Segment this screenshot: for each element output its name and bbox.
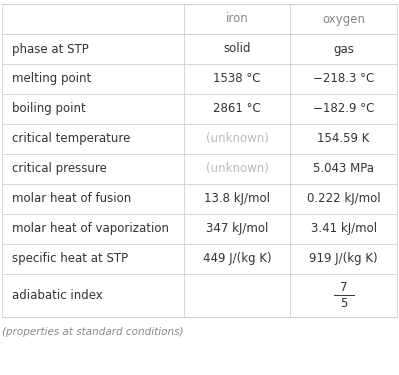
- Text: critical temperature: critical temperature: [12, 132, 130, 146]
- Text: specific heat at STP: specific heat at STP: [12, 252, 128, 266]
- Text: oxygen: oxygen: [322, 12, 365, 26]
- Text: gas: gas: [333, 42, 354, 56]
- Text: iron: iron: [226, 12, 249, 26]
- Text: (unknown): (unknown): [205, 132, 269, 146]
- Text: molar heat of fusion: molar heat of fusion: [12, 192, 131, 206]
- Text: (unknown): (unknown): [205, 162, 269, 176]
- Text: 0.222 kJ/mol: 0.222 kJ/mol: [307, 192, 381, 206]
- Text: critical pressure: critical pressure: [12, 162, 107, 176]
- Text: 3.41 kJ/mol: 3.41 kJ/mol: [310, 222, 377, 236]
- Text: 154.59 K: 154.59 K: [318, 132, 370, 146]
- Text: 5: 5: [340, 297, 348, 310]
- Text: 449 J/(kg K): 449 J/(kg K): [203, 252, 271, 266]
- Text: melting point: melting point: [12, 72, 91, 86]
- Text: (properties at standard conditions): (properties at standard conditions): [2, 327, 184, 337]
- Text: phase at STP: phase at STP: [12, 42, 89, 56]
- Text: 2861 °C: 2861 °C: [213, 102, 261, 116]
- Text: solid: solid: [223, 42, 251, 56]
- Text: boiling point: boiling point: [12, 102, 86, 116]
- Text: 347 kJ/mol: 347 kJ/mol: [206, 222, 268, 236]
- Text: −218.3 °C: −218.3 °C: [313, 72, 374, 86]
- Text: 7: 7: [340, 281, 348, 294]
- Text: −182.9 °C: −182.9 °C: [313, 102, 374, 116]
- Text: 919 J/(kg K): 919 J/(kg K): [309, 252, 378, 266]
- Text: 5.043 MPa: 5.043 MPa: [313, 162, 374, 176]
- Text: adiabatic index: adiabatic index: [12, 289, 103, 302]
- Text: 13.8 kJ/mol: 13.8 kJ/mol: [204, 192, 270, 206]
- Text: molar heat of vaporization: molar heat of vaporization: [12, 222, 169, 236]
- Text: 1538 °C: 1538 °C: [213, 72, 261, 86]
